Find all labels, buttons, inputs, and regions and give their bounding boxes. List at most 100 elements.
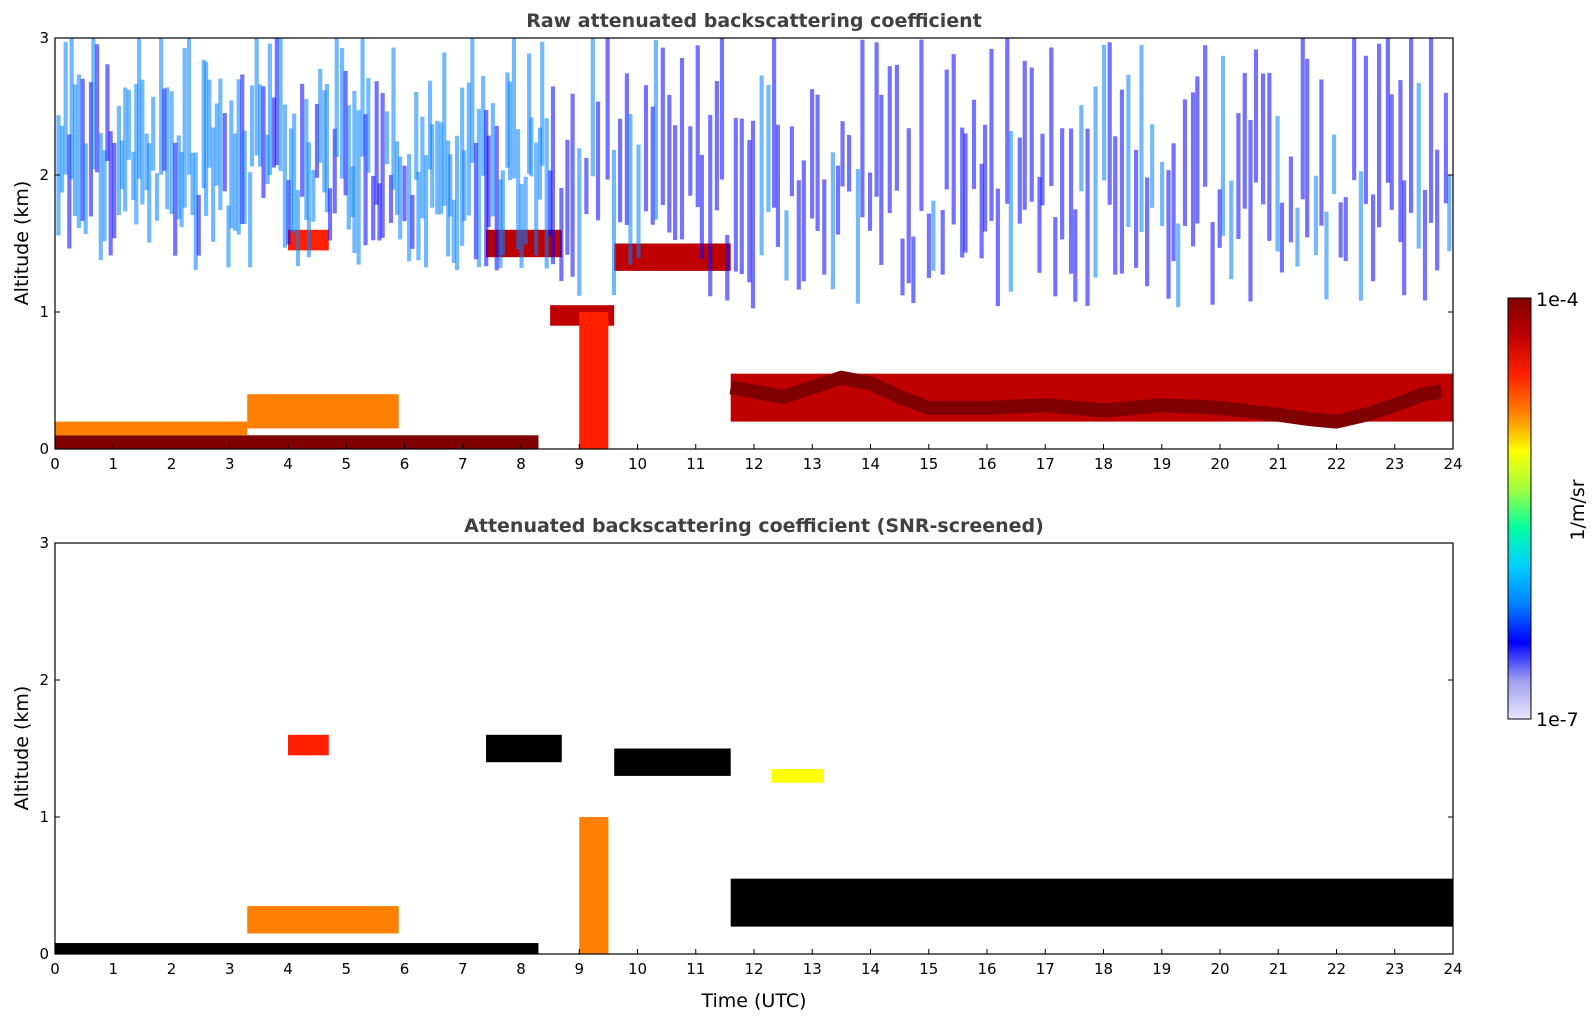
y-axis-label: Altitude (km) [11, 181, 33, 306]
noise-streak [963, 133, 968, 253]
noise-streak [989, 48, 994, 222]
noise-streak [1113, 136, 1118, 275]
noise-streak [1313, 175, 1319, 256]
noise-streak [95, 44, 100, 173]
panel-raw: Raw attenuated backscattering coefficien… [11, 10, 1463, 473]
noise-streak [377, 183, 382, 241]
x-tick-label: 23 [1385, 455, 1404, 473]
noise-streak [1248, 120, 1253, 302]
aerosol-layer-top [55, 421, 248, 436]
noise-streak [595, 101, 601, 221]
noise-streak [179, 151, 184, 228]
noise-streak [940, 209, 945, 275]
noise-streak [324, 83, 330, 213]
noise-streak [796, 180, 801, 290]
noise-streak [98, 133, 103, 261]
noise-streak [1040, 133, 1045, 206]
noise-streak [131, 151, 136, 200]
noise-streak [144, 133, 149, 191]
noise-streak [430, 124, 435, 208]
x-tick-label: 10 [628, 455, 647, 473]
noise-streak [1005, 38, 1010, 204]
noise-streak [544, 118, 549, 269]
noise-streak [960, 127, 965, 258]
noise-streak [190, 152, 195, 216]
x-tick-label: 4 [283, 960, 293, 978]
heatmap-cells [55, 734, 1453, 954]
surface-layer [55, 435, 539, 449]
noise-streak [363, 114, 368, 246]
x-tick-label: 18 [1094, 960, 1113, 978]
x-tick-label: 8 [516, 455, 526, 473]
noise-streak [498, 179, 503, 268]
noise-streak [1300, 38, 1305, 200]
noise-streak [1305, 58, 1310, 238]
noise-streak [1068, 128, 1074, 274]
noise-streak [550, 86, 556, 265]
colorbar-label: 1/m/sr [1567, 479, 1589, 540]
noise-streak [105, 64, 110, 161]
noise-streak [1279, 202, 1285, 273]
noise-streak [63, 41, 68, 175]
noise-streak [484, 110, 489, 267]
noise-streak [931, 200, 936, 271]
cloud-layer [288, 734, 329, 756]
boundary-layer-top [730, 878, 1453, 927]
x-tick-label: 22 [1327, 960, 1346, 978]
x-tick-label: 1 [108, 960, 118, 978]
noise-streak [801, 160, 806, 282]
noise-streak [233, 133, 238, 231]
x-tick-label: 3 [225, 455, 235, 473]
precipitation [579, 817, 609, 954]
x-tick-label: 7 [458, 455, 468, 473]
x-tick-label: 19 [1152, 455, 1171, 473]
noise-streak [1203, 45, 1208, 187]
noise-streak [116, 105, 121, 216]
x-tick-label: 24 [1443, 455, 1462, 473]
noise-streak [1242, 72, 1247, 209]
noise-streak [240, 74, 245, 225]
x-tick-label: 14 [861, 455, 880, 473]
noise-streak [500, 170, 505, 256]
noise-streak [519, 184, 524, 268]
noise-streak [442, 52, 447, 206]
noise-streak [1253, 49, 1259, 183]
noise-streak [169, 91, 174, 215]
noise-streak [494, 125, 499, 271]
noise-streak [1422, 189, 1428, 301]
y-axis: 0 1 2 3 [39, 534, 1453, 963]
colorbar-bar [1507, 297, 1532, 720]
noise-streak [900, 238, 905, 296]
x-tick-label: 2 [167, 960, 177, 978]
noise-streak [695, 45, 700, 208]
noise-streak [747, 140, 752, 283]
noise-streak [391, 47, 396, 190]
noise-streak [1102, 44, 1107, 181]
noise-streak [1447, 174, 1452, 252]
aerosol-layer [247, 906, 399, 934]
noise-streak [278, 38, 283, 171]
cloud-layer [771, 769, 824, 783]
noise-streak [466, 82, 471, 216]
noise-streak [282, 104, 287, 248]
noise-streak [1435, 149, 1440, 271]
x-tick-label: 20 [1210, 455, 1229, 473]
noise-streak [1331, 134, 1337, 194]
noise-streak [388, 174, 394, 223]
y-tick-label: 2 [39, 671, 49, 689]
noise-streak [438, 122, 444, 215]
noise-streak [708, 114, 713, 297]
noise-streak [1037, 176, 1042, 273]
noise-streak [830, 152, 836, 290]
noise-streak [650, 106, 655, 225]
noise-streak [628, 113, 633, 265]
x-tick-label: 18 [1094, 455, 1113, 473]
noise-streak [1352, 38, 1357, 181]
noise-streak [1275, 115, 1280, 252]
x-tick-label: 3 [225, 960, 235, 978]
noise-streak [112, 142, 117, 239]
noise-streak [226, 205, 231, 268]
noise-streak [1049, 47, 1054, 187]
noise-streak [605, 38, 610, 180]
heatmap-cells [55, 38, 1453, 449]
